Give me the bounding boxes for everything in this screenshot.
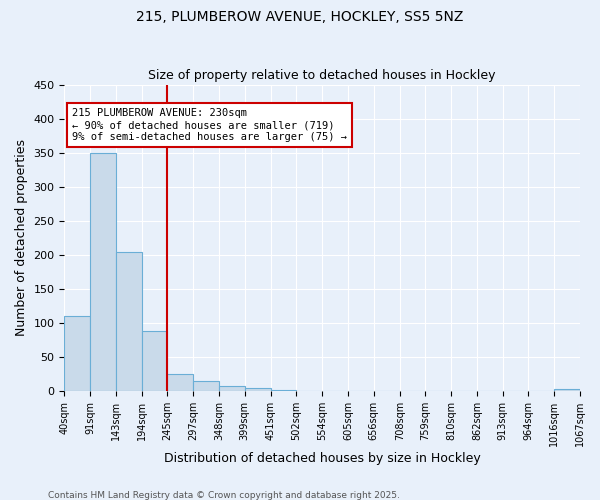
Bar	[245, 388, 271, 392]
Title: Size of property relative to detached houses in Hockley: Size of property relative to detached ho…	[148, 69, 496, 82]
Bar	[167, 374, 193, 392]
Bar	[116, 252, 142, 392]
Bar	[142, 332, 167, 392]
Bar	[219, 386, 245, 392]
X-axis label: Distribution of detached houses by size in Hockley: Distribution of detached houses by size …	[164, 452, 481, 465]
Bar	[554, 390, 580, 392]
Bar	[90, 152, 116, 392]
Text: 215, PLUMBEROW AVENUE, HOCKLEY, SS5 5NZ: 215, PLUMBEROW AVENUE, HOCKLEY, SS5 5NZ	[136, 10, 464, 24]
Bar	[271, 390, 296, 392]
Text: Contains HM Land Registry data © Crown copyright and database right 2025.: Contains HM Land Registry data © Crown c…	[48, 490, 400, 500]
Bar	[64, 316, 90, 392]
Y-axis label: Number of detached properties: Number of detached properties	[15, 140, 28, 336]
Text: 215 PLUMBEROW AVENUE: 230sqm
← 90% of detached houses are smaller (719)
9% of se: 215 PLUMBEROW AVENUE: 230sqm ← 90% of de…	[72, 108, 347, 142]
Bar	[193, 381, 219, 392]
